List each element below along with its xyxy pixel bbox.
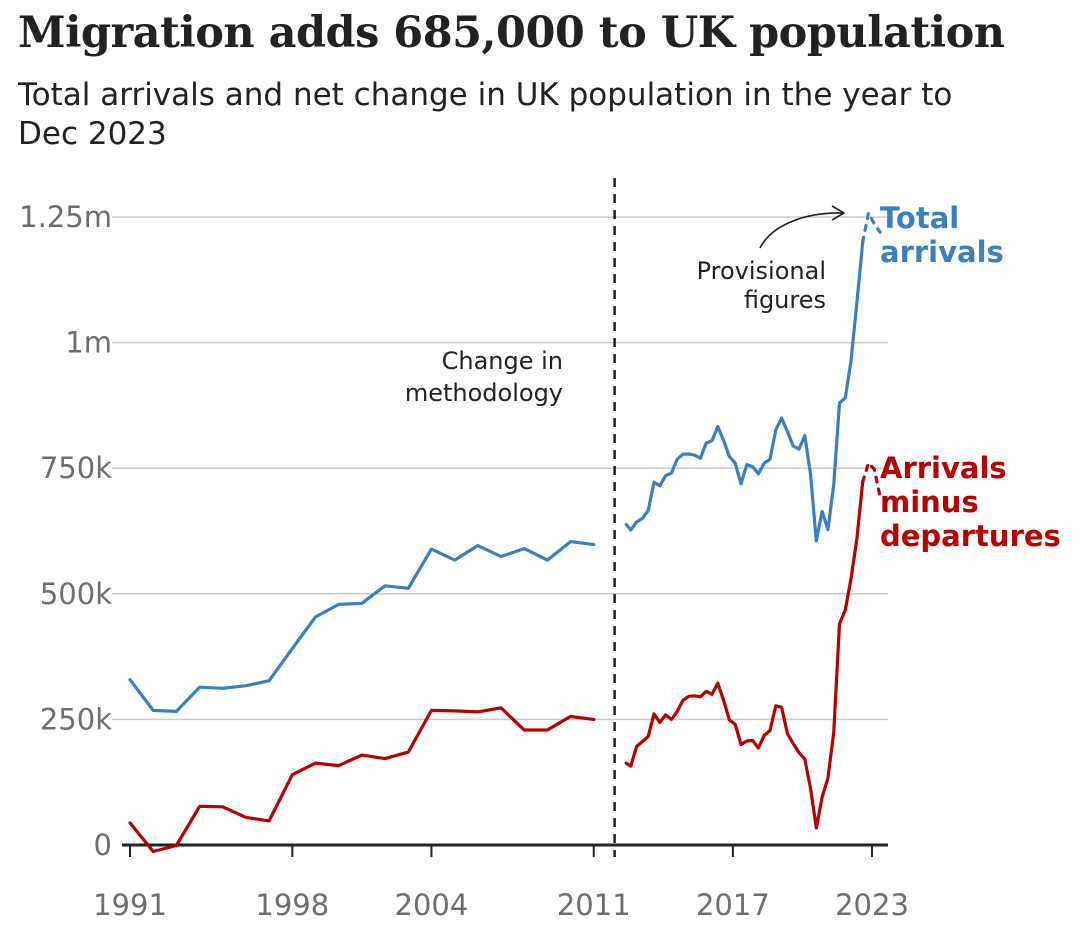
series-line [128,539,596,714]
provisional-arrow [759,212,844,249]
methodology-label: methodology [405,379,563,407]
series-label: Total [880,201,959,235]
y-tick-label: 500k [40,577,112,611]
x-tick-label: 1991 [93,888,167,922]
y-tick-label: 250k [40,702,112,736]
methodology-label: Change in [442,347,563,375]
x-tick-label: 2004 [395,888,469,922]
y-axis-ticks: 0 250k 500k 750k 1m 1.25m [19,200,112,862]
provisional-label: Provisional [697,257,826,285]
series-line [128,706,596,854]
provisional-label: figures [744,286,826,314]
series-provisional-line [861,211,882,244]
series-line [624,240,865,543]
y-tick-label: 750k [40,451,112,485]
chart-subtitle: Total arrivals and net change in UK popu… [18,77,953,152]
series-label: arrivals [880,235,1004,269]
series-provisional-line [861,461,882,499]
x-axis: 1991 1998 2004 2011 2017 2023 [93,843,909,922]
x-tick-label: 2011 [557,888,631,922]
series-lines [128,211,882,854]
y-tick-label: 1m [65,326,112,360]
provisional-arrowhead [831,205,845,221]
series-label: minus [880,485,979,519]
chart-title: Migration adds 685,000 to UK population [18,8,1005,58]
x-tick-label: 1998 [255,888,329,922]
x-tick-label: 2017 [696,888,770,922]
y-tick-label: 0 [94,828,112,862]
series-line [624,480,865,830]
y-tick-label: 1.25m [19,200,112,234]
series-label: Arrivals [880,451,1007,485]
x-tick-label: 2023 [835,888,909,922]
series-label: departures [880,519,1061,553]
gridlines [112,216,888,721]
